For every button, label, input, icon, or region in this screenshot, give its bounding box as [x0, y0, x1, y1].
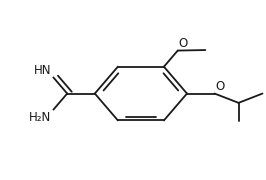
- Text: O: O: [215, 80, 225, 93]
- Text: HN: HN: [34, 64, 51, 76]
- Text: O: O: [178, 37, 188, 50]
- Text: H₂N: H₂N: [29, 111, 51, 123]
